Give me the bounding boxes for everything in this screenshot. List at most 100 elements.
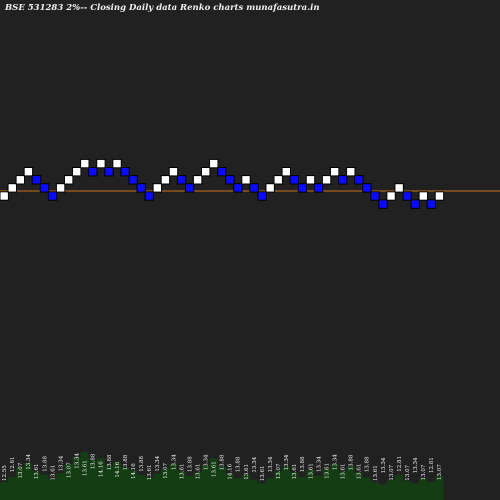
price-label: 13.34	[252, 456, 258, 472]
price-label: 13.88	[236, 456, 242, 472]
renko-brick-down	[249, 183, 259, 193]
price-label: 13.61	[147, 464, 153, 480]
price-label: 13.34	[268, 456, 274, 472]
price-label: 13.88	[107, 454, 113, 470]
price-label: 13.34	[316, 456, 322, 472]
renko-brick-up	[96, 158, 106, 169]
renko-brick-down	[225, 175, 235, 185]
price-label: 13.88	[220, 454, 226, 470]
price-label: 12.81	[429, 457, 435, 473]
price-label: 13.07	[18, 462, 24, 478]
price-label: 13.88	[187, 456, 193, 472]
price-label: 13.34	[26, 454, 32, 470]
renko-brick-down	[47, 191, 58, 201]
price-label: 13.61	[212, 461, 218, 477]
renko-brick-up	[0, 191, 9, 201]
renko-brick-up	[394, 183, 404, 193]
price-label: 12.55	[2, 465, 8, 481]
renko-brick-up	[152, 183, 163, 193]
price-label: 13.34	[332, 454, 338, 470]
price-label: 12.81	[10, 456, 16, 472]
renko-brick-up	[15, 175, 26, 185]
price-label: 13.88	[42, 456, 48, 472]
renko-brick-down	[426, 199, 437, 209]
renko-brick-down	[88, 167, 98, 177]
price-label: 13.88	[300, 456, 306, 472]
renko-brick-down	[144, 191, 154, 201]
renko-brick-up	[305, 175, 316, 185]
renko-brick-up	[265, 183, 275, 193]
renko-brick-down	[39, 183, 50, 193]
price-label: 13.61	[83, 460, 89, 476]
renko-brick-down	[217, 167, 227, 177]
renko-brick-down	[233, 183, 243, 193]
price-label: 14.16	[228, 463, 234, 479]
renko-brick-down	[338, 175, 348, 185]
renko-brick-down	[370, 191, 380, 201]
renko-brick-up	[192, 175, 203, 185]
renko-brick-up	[281, 167, 292, 177]
price-label: 13.61	[244, 464, 250, 480]
renko-brick-up	[434, 191, 445, 201]
price-label: 13.34	[75, 453, 81, 469]
renko-brick-up	[63, 175, 74, 185]
renko-brick-down	[354, 175, 364, 185]
price-label: 13.34	[58, 455, 64, 471]
price-label: 13.07	[66, 462, 72, 478]
renko-brick-up	[168, 167, 179, 177]
price-label: 13.07	[389, 464, 395, 480]
renko-bricks	[0, 158, 445, 209]
renko-brick-down	[184, 183, 195, 193]
price-label: 13.07	[405, 465, 411, 481]
renko-brick-down	[120, 167, 130, 177]
renko-brick-up	[23, 167, 34, 177]
price-label: 13.61	[357, 464, 363, 480]
price-label: 14.16	[131, 463, 137, 479]
renko-brick-up	[418, 191, 429, 201]
price-label: 13.07	[163, 463, 169, 479]
renko-brick-up	[112, 158, 122, 169]
price-label: 13.61	[34, 463, 40, 479]
price-label: 13.61	[260, 465, 266, 481]
renko-brick-up	[72, 167, 82, 177]
renko-brick-down	[362, 183, 372, 193]
price-label: 13.34	[171, 454, 177, 470]
renko-brick-down	[136, 183, 146, 193]
renko-brick-up	[201, 167, 211, 177]
renko-brick-up	[273, 175, 283, 185]
renko-brick-up	[321, 175, 332, 185]
price-label: 13.88	[349, 454, 355, 470]
price-label: 13.88	[139, 456, 145, 472]
renko-brick-down	[31, 175, 42, 185]
renko-brick-down	[313, 183, 324, 193]
renko-brick-down	[128, 175, 138, 185]
price-label: 13.88	[365, 456, 371, 472]
price-label: 13.61	[308, 463, 314, 479]
price-label: 13.61	[373, 465, 379, 481]
price-label: 13.88	[91, 453, 97, 469]
renko-brick-down	[410, 199, 420, 209]
price-label: 13.07	[276, 463, 282, 479]
price-label: 13.34	[413, 457, 419, 473]
renko-brick-up	[55, 183, 66, 193]
renko-brick-down	[104, 167, 114, 177]
chart-title: BSE 531283 2%-- Closing Daily data Renko…	[5, 3, 320, 13]
renko-brick-up	[7, 183, 17, 193]
price-label: 13.61	[324, 463, 330, 479]
price-label: 14.16	[99, 461, 105, 477]
price-label: 13.88	[123, 454, 129, 470]
renko-brick-down	[402, 191, 412, 201]
price-label: 12.81	[397, 456, 403, 472]
price-label: 13.61	[341, 463, 347, 479]
renko-brick-down	[378, 199, 388, 209]
renko-brick-up	[386, 191, 396, 201]
price-label: 13.34	[155, 455, 161, 471]
renko-brick-up	[160, 175, 171, 185]
price-label: 14.16	[115, 461, 121, 477]
price-label: 13.61	[179, 463, 185, 479]
price-label: 13.34	[381, 457, 387, 473]
renko-brick-down	[297, 183, 308, 193]
renko-brick-up	[329, 167, 340, 177]
price-label: 13.07	[437, 464, 443, 480]
